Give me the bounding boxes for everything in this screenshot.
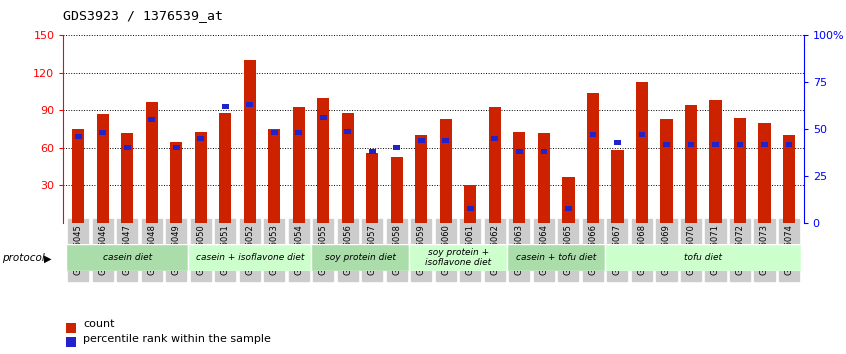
Bar [587, 93, 599, 223]
Bar [409, 244, 507, 271]
Bar [712, 142, 719, 147]
Bar [246, 102, 253, 107]
Bar [189, 244, 311, 271]
Bar [173, 145, 179, 150]
Bar [636, 82, 648, 223]
Text: soy protein diet: soy protein diet [325, 253, 395, 262]
Text: casein diet: casein diet [102, 253, 151, 262]
Bar [612, 150, 624, 223]
Bar [222, 104, 228, 109]
Text: protocol: protocol [2, 253, 45, 263]
Bar [709, 101, 722, 223]
Bar [663, 142, 670, 147]
Bar [737, 142, 744, 147]
Bar [538, 133, 550, 223]
Bar [614, 140, 621, 145]
Text: GDS3923 / 1376539_at: GDS3923 / 1376539_at [63, 9, 223, 22]
Bar [761, 142, 768, 147]
Bar [342, 113, 354, 223]
Bar [639, 132, 645, 137]
Bar [99, 131, 106, 136]
Bar [492, 136, 498, 141]
Bar [170, 142, 183, 223]
Bar [391, 157, 403, 223]
Bar [440, 119, 452, 223]
Bar [244, 61, 255, 223]
Bar [758, 123, 771, 223]
Bar [442, 138, 449, 143]
Bar [489, 107, 501, 223]
Bar [783, 136, 795, 223]
Bar [590, 132, 596, 137]
Bar [688, 142, 695, 147]
Bar [464, 185, 476, 223]
Text: tofu diet: tofu diet [684, 253, 722, 262]
Bar [786, 142, 793, 147]
Bar [293, 107, 305, 223]
Bar [369, 149, 376, 154]
Bar [74, 134, 81, 139]
Bar [320, 115, 327, 120]
Bar [418, 138, 425, 143]
Bar [514, 132, 525, 223]
Bar [317, 98, 329, 223]
Bar [733, 118, 746, 223]
Text: percentile rank within the sample: percentile rank within the sample [83, 334, 271, 344]
Bar [195, 132, 206, 223]
Bar [124, 145, 130, 150]
Bar [311, 244, 409, 271]
Text: soy protein +
isoflavone diet: soy protein + isoflavone diet [425, 248, 492, 267]
Text: ▶: ▶ [44, 253, 52, 263]
Bar [148, 117, 155, 122]
Bar [393, 145, 400, 150]
Bar [516, 149, 523, 154]
Text: casein + tofu diet: casein + tofu diet [516, 253, 596, 262]
Bar [344, 129, 351, 133]
Bar [66, 244, 189, 271]
Bar [121, 133, 134, 223]
Bar [661, 119, 673, 223]
Bar [268, 129, 280, 223]
Bar [219, 113, 231, 223]
Bar [271, 131, 277, 136]
Text: count: count [83, 319, 114, 329]
Bar [541, 149, 547, 154]
Bar [605, 244, 801, 271]
Bar [96, 114, 109, 223]
Bar [72, 129, 85, 223]
Bar [684, 105, 697, 223]
Bar [295, 131, 302, 136]
Bar [146, 102, 158, 223]
Bar [563, 177, 574, 223]
Bar [467, 206, 474, 211]
Bar [565, 206, 572, 211]
Bar [366, 153, 378, 223]
Bar [507, 244, 605, 271]
Bar [197, 136, 204, 141]
Text: casein + isoflavone diet: casein + isoflavone diet [195, 253, 304, 262]
Bar [415, 136, 427, 223]
